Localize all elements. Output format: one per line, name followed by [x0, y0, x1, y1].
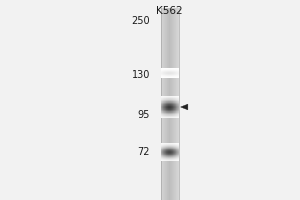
Bar [163, 8, 164, 200]
Bar [172, 8, 173, 200]
Bar [166, 8, 167, 200]
Text: K562: K562 [156, 6, 183, 16]
Text: 72: 72 [137, 147, 150, 157]
Bar [176, 8, 177, 200]
Bar [164, 8, 165, 200]
Polygon shape [181, 104, 188, 110]
Bar [173, 8, 174, 200]
Bar [161, 8, 162, 200]
Bar [169, 8, 170, 200]
Bar [174, 8, 175, 200]
Bar [177, 8, 178, 200]
Bar [160, 8, 161, 200]
Bar [171, 8, 172, 200]
Bar [162, 8, 163, 200]
Bar [168, 8, 169, 200]
Text: 95: 95 [138, 110, 150, 120]
Bar [165, 8, 166, 200]
Bar [175, 8, 176, 200]
Text: 250: 250 [131, 16, 150, 26]
Bar [167, 8, 168, 200]
Bar [170, 8, 171, 200]
Text: 130: 130 [132, 70, 150, 80]
